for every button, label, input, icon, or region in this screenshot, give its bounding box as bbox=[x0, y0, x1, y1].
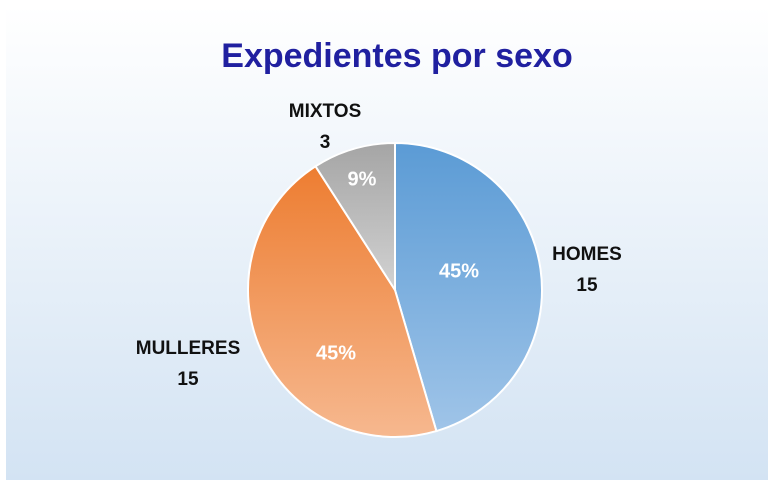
category-label: HOMES bbox=[552, 244, 622, 265]
pie-slice bbox=[314, 141, 396, 294]
value-label: 3 bbox=[320, 132, 331, 153]
percent-label: 9% bbox=[348, 168, 377, 190]
percent-label: 45% bbox=[439, 260, 479, 282]
chart-title: Expedientes por sexo bbox=[221, 37, 572, 75]
pie-slice bbox=[247, 164, 438, 438]
value-label: 15 bbox=[576, 275, 598, 296]
value-label: 15 bbox=[177, 369, 199, 390]
pie-slice bbox=[394, 141, 543, 433]
category-label: MULLERES bbox=[136, 338, 241, 359]
percent-label: 45% bbox=[316, 342, 356, 364]
category-label: MIXTOS bbox=[289, 101, 362, 122]
